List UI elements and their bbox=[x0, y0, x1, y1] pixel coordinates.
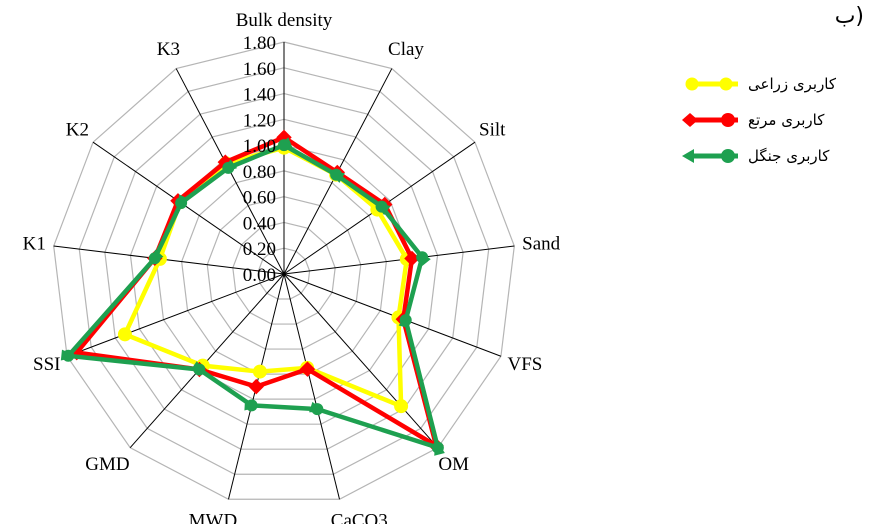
data-point bbox=[253, 365, 267, 379]
grid-ring bbox=[232, 221, 336, 325]
data-point bbox=[431, 441, 444, 454]
data-point bbox=[399, 314, 412, 327]
axis-labels: Bulk density Clay Silt Sand VFS OM CaCO3 MWD GMD… bbox=[23, 10, 561, 524]
axis-label: CaCO3 bbox=[331, 511, 388, 524]
data-point bbox=[193, 363, 206, 376]
axis-label: Silt bbox=[479, 120, 506, 141]
legend-entry-agriculture: کاربری زراعی bbox=[680, 66, 836, 102]
legend-marker-forest bbox=[682, 149, 738, 163]
spoke-line bbox=[66, 273, 285, 357]
legend-entry-forest: کاربری جنگل bbox=[680, 138, 836, 174]
axis-label: K2 bbox=[66, 120, 89, 141]
legend-point bbox=[682, 149, 694, 163]
panel-label: ب) bbox=[834, 4, 864, 29]
grid-ring bbox=[104, 92, 464, 450]
axis-label: SSI bbox=[33, 354, 60, 375]
data-point bbox=[416, 251, 429, 264]
tick-label: 1.20 bbox=[243, 110, 276, 131]
legend-point bbox=[721, 113, 735, 127]
data-point bbox=[222, 161, 235, 174]
data-point bbox=[245, 399, 258, 412]
spoke-line bbox=[53, 245, 285, 275]
radar-series bbox=[60, 129, 445, 456]
axis-label: VFS bbox=[507, 354, 542, 375]
axis-label: GMD bbox=[85, 454, 129, 475]
data-point bbox=[375, 200, 388, 213]
tick-label: 1.60 bbox=[243, 59, 276, 80]
data-point bbox=[299, 361, 316, 377]
data-point bbox=[148, 252, 161, 265]
axis-label: Sand bbox=[522, 233, 561, 254]
grid-ring bbox=[78, 67, 490, 475]
tick-label: 0.40 bbox=[243, 213, 276, 234]
grid-ring bbox=[257, 247, 311, 300]
data-point bbox=[278, 139, 290, 152]
axis-label: K1 bbox=[23, 233, 46, 254]
grid-ring bbox=[206, 196, 362, 350]
axis-label: Clay bbox=[388, 39, 424, 60]
tick-label: 0.60 bbox=[243, 188, 276, 209]
grid-ring bbox=[181, 170, 387, 375]
data-point bbox=[330, 168, 343, 181]
grid-ring bbox=[53, 41, 515, 500]
data-point bbox=[175, 196, 188, 209]
radar-grid bbox=[53, 41, 515, 500]
data-point bbox=[118, 327, 132, 341]
radial-tick-labels: 0.00 0.20 0.40 0.60 0.80 1.00 1.20 1.40 1.60 1.80 bbox=[243, 33, 276, 286]
legend-label-rangeland: کاربری مرتع bbox=[748, 111, 825, 129]
legend-entry-rangeland: کاربری مرتع bbox=[680, 102, 836, 138]
data-point bbox=[311, 403, 324, 416]
axis-label: Bulk density bbox=[236, 10, 333, 31]
legend-point bbox=[682, 113, 698, 127]
spoke-line bbox=[283, 273, 439, 448]
tick-label: 1.00 bbox=[243, 136, 276, 157]
spoke-line bbox=[92, 141, 285, 275]
legend-point bbox=[721, 149, 735, 163]
legend-label-agriculture: کاربری زراعی bbox=[748, 75, 837, 93]
axis-label: OM bbox=[438, 454, 469, 475]
tick-label: 1.80 bbox=[243, 33, 276, 54]
data-point bbox=[248, 378, 264, 395]
grid-ring bbox=[129, 118, 439, 425]
spoke-line bbox=[283, 245, 515, 275]
series-2 bbox=[60, 137, 445, 456]
tick-label: 0.80 bbox=[243, 162, 276, 183]
axis-label: K3 bbox=[157, 39, 180, 60]
tick-label: 1.40 bbox=[243, 85, 276, 106]
spoke-line bbox=[283, 273, 341, 500]
legend: کاربری زراعی کاربری مرتع کاربری جنگل bbox=[680, 66, 836, 174]
legend-point bbox=[719, 77, 733, 91]
legend-marker-rangeland bbox=[682, 113, 738, 127]
series-line bbox=[66, 142, 441, 450]
axis-label: MWD bbox=[189, 511, 238, 524]
tick-label: 0.00 bbox=[243, 265, 276, 286]
legend-point bbox=[685, 77, 699, 91]
radar-spokes bbox=[53, 42, 515, 500]
legend-marker-agriculture bbox=[685, 77, 738, 91]
data-point bbox=[394, 399, 408, 413]
legend-label-forest: کاربری جنگل bbox=[748, 147, 830, 165]
data-point bbox=[62, 349, 75, 362]
tick-label: 0.20 bbox=[243, 239, 276, 260]
